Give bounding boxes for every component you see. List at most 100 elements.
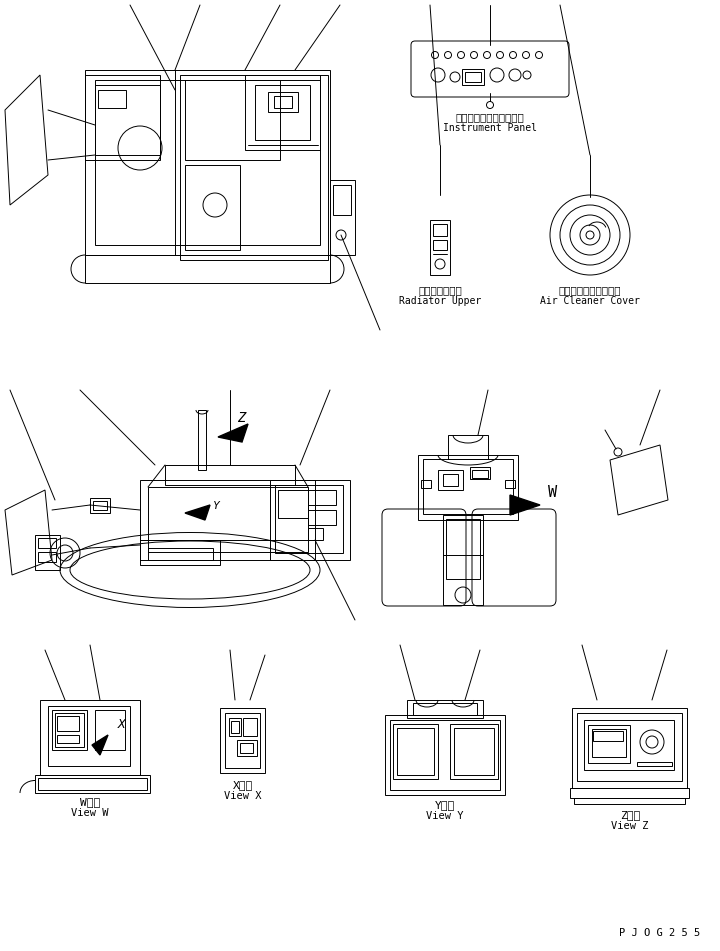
Bar [48,706,130,766]
Bar [90,498,110,513]
Bar [52,710,87,750]
Bar [245,75,320,150]
Bar [397,728,434,775]
Bar [231,721,239,733]
Bar [577,713,682,781]
Bar [95,85,160,155]
Bar [98,90,126,108]
Bar [38,538,56,548]
Bar [443,474,458,486]
Bar [418,455,518,520]
Bar [584,720,674,770]
Bar [385,715,505,795]
Bar [255,85,310,140]
Polygon shape [92,735,108,755]
Bar [443,515,483,605]
Text: Z: Z [237,411,246,425]
Bar [588,725,630,763]
Bar [240,743,253,753]
Bar [85,255,330,283]
Text: View X: View X [224,791,262,801]
Bar [592,729,626,757]
Bar [278,490,308,518]
Text: P J O G 2 5 5: P J O G 2 5 5 [618,928,700,938]
Bar [185,165,240,250]
Bar [180,75,328,260]
Bar [140,480,315,560]
Text: Y　視: Y 視 [435,800,455,810]
Bar [430,220,450,275]
Bar [465,72,481,82]
Text: View W: View W [71,808,109,818]
Bar [220,708,265,773]
Text: X: X [118,718,125,731]
Bar [185,80,280,160]
Bar [438,470,463,490]
Bar [237,740,257,756]
Text: エアークリーナカバー: エアークリーナカバー [559,285,621,295]
Bar [421,480,431,488]
Bar [165,465,295,485]
Bar [308,490,336,505]
Text: View Z: View Z [611,821,649,831]
Bar [390,720,500,790]
Text: Instrument Panel: Instrument Panel [443,123,537,133]
Bar [40,700,140,775]
Bar [470,467,490,479]
Bar [593,731,623,741]
Bar [38,552,56,562]
Bar [35,775,150,793]
Text: インスツルメントパネル: インスツルメントパネル [456,112,524,122]
Bar [393,724,438,779]
Bar [85,75,160,160]
Bar [330,180,355,255]
Text: Radiator Upper: Radiator Upper [399,296,481,306]
Bar [57,735,79,743]
Bar [148,548,213,560]
Bar [413,703,477,715]
Bar [454,728,494,775]
Bar [95,80,320,245]
Bar [55,713,84,747]
Polygon shape [218,424,248,442]
Text: Air Cleaner Cover: Air Cleaner Cover [540,296,640,306]
Bar [433,240,447,250]
Polygon shape [510,495,540,515]
Bar [333,185,351,215]
Bar [140,540,220,565]
Bar [450,724,498,779]
Bar [198,410,206,470]
Bar [472,470,488,478]
Bar [462,69,484,85]
Bar [229,718,241,736]
Bar [85,70,330,255]
Bar [275,485,343,553]
Bar [243,718,257,736]
Bar [274,96,292,108]
Text: Z　視: Z 視 [620,810,640,820]
Bar [308,510,336,525]
Bar [148,487,308,552]
Text: W: W [548,485,557,500]
Bar [572,708,687,788]
Bar [268,92,298,112]
Text: W　視: W 視 [80,797,100,807]
Polygon shape [185,505,210,520]
Text: X　視: X 視 [233,780,253,790]
Bar [38,778,147,790]
Bar [270,480,350,560]
Bar [57,716,79,731]
Bar [505,480,515,488]
Bar [574,798,685,804]
Bar [423,459,513,514]
Bar [570,788,689,798]
Bar [93,501,107,510]
Bar [95,710,125,750]
Bar [446,519,480,579]
Bar [433,224,447,236]
Text: View Y: View Y [426,811,464,821]
Bar [35,535,60,570]
Bar [407,700,483,718]
Bar [448,435,488,459]
Bar [225,713,260,768]
